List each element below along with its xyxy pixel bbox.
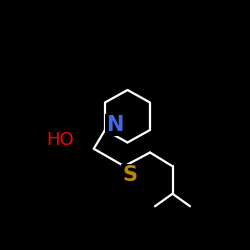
Text: HO: HO [46, 131, 74, 149]
Text: N: N [106, 115, 124, 135]
Text: S: S [122, 165, 138, 185]
